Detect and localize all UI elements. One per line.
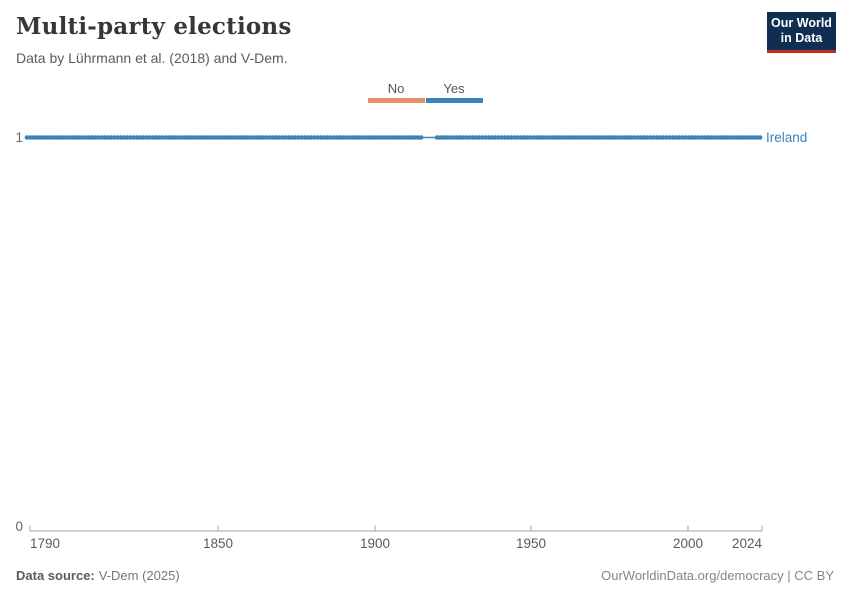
x-tick-1950: 1950 xyxy=(515,536,547,551)
chart-subtitle: Data by Lührmann et al. (2018) and V-Dem… xyxy=(16,50,288,66)
x-tick-2024: 2024 xyxy=(731,536,762,551)
legend-label-yes: Yes xyxy=(443,81,465,96)
x-tick-1850: 1850 xyxy=(202,536,234,551)
legend-swatch-yes xyxy=(425,98,483,103)
x-tick-1900: 1900 xyxy=(359,536,391,551)
owid-logo-line1: Our World xyxy=(771,16,832,30)
y-tick-0: 0 xyxy=(15,519,23,534)
x-tick-1790: 1790 xyxy=(30,536,61,551)
legend-item-no[interactable]: No xyxy=(367,81,425,103)
data-source-label: Data source: xyxy=(16,568,95,583)
y-tick-1: 1 xyxy=(15,130,23,145)
legend-label-no: No xyxy=(387,81,405,96)
owid-logo-line2: in Data xyxy=(780,31,823,45)
x-tick-2000: 2000 xyxy=(672,536,704,551)
credit-link[interactable]: OurWorldinData.org/democracy | CC BY xyxy=(601,568,834,583)
legend-item-yes[interactable]: Yes xyxy=(425,81,483,103)
x-axis xyxy=(29,525,763,532)
series-label-ireland[interactable]: Ireland xyxy=(766,130,808,145)
data-source-note: Data source: V-Dem (2025) xyxy=(16,568,180,583)
binary-legend: No Yes xyxy=(0,81,850,103)
data-source-text: V-Dem (2025) xyxy=(98,568,180,583)
owid-logo[interactable]: Our World in Data xyxy=(767,12,836,53)
page-title: Multi-party elections xyxy=(16,13,292,40)
legend-swatch-no xyxy=(367,98,425,103)
